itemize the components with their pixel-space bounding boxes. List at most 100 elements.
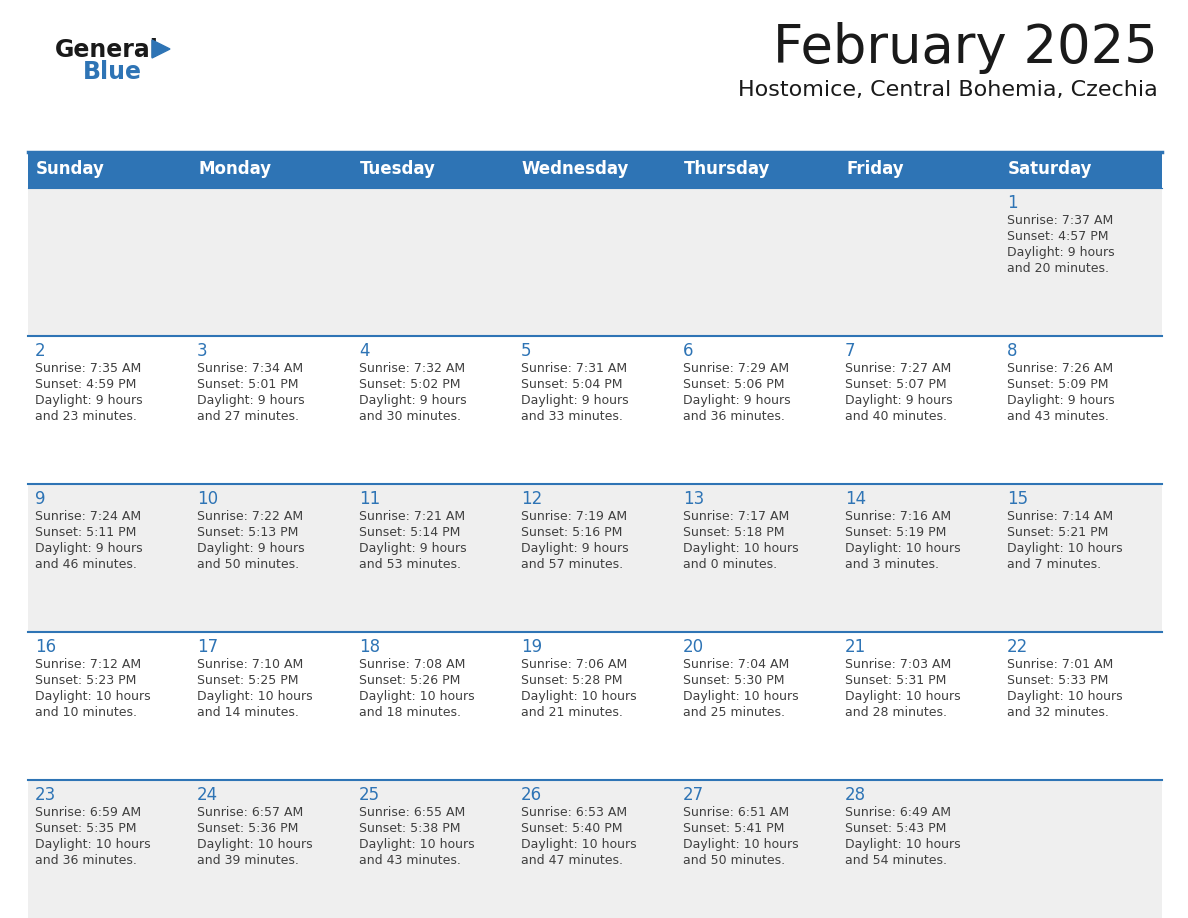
- Text: and 43 minutes.: and 43 minutes.: [1007, 410, 1108, 423]
- Bar: [29, 632, 1162, 780]
- Text: Sunrise: 7:17 AM: Sunrise: 7:17 AM: [683, 510, 789, 523]
- Text: 10: 10: [197, 490, 219, 508]
- Text: Sunset: 5:41 PM: Sunset: 5:41 PM: [683, 822, 784, 835]
- Text: Sunrise: 7:01 AM: Sunrise: 7:01 AM: [1007, 658, 1113, 671]
- Text: and 40 minutes.: and 40 minutes.: [845, 410, 947, 423]
- Text: and 33 minutes.: and 33 minutes.: [522, 410, 623, 423]
- Text: Blue: Blue: [83, 60, 143, 84]
- Text: Daylight: 9 hours: Daylight: 9 hours: [1007, 394, 1114, 407]
- Text: and 39 minutes.: and 39 minutes.: [197, 854, 299, 867]
- Text: Tuesday: Tuesday: [360, 160, 436, 178]
- Text: Sunset: 5:25 PM: Sunset: 5:25 PM: [197, 674, 298, 687]
- Text: Sunset: 5:38 PM: Sunset: 5:38 PM: [359, 822, 461, 835]
- Text: General: General: [55, 38, 159, 62]
- Bar: [29, 152, 1162, 188]
- Text: Daylight: 10 hours: Daylight: 10 hours: [1007, 690, 1123, 703]
- Text: 16: 16: [34, 638, 56, 656]
- Text: Sunrise: 6:49 AM: Sunrise: 6:49 AM: [845, 806, 952, 819]
- Text: Sunset: 5:33 PM: Sunset: 5:33 PM: [1007, 674, 1108, 687]
- Text: Sunrise: 7:31 AM: Sunrise: 7:31 AM: [522, 362, 627, 375]
- Text: Daylight: 10 hours: Daylight: 10 hours: [522, 690, 637, 703]
- Text: Sunset: 5:31 PM: Sunset: 5:31 PM: [845, 674, 947, 687]
- Text: Monday: Monday: [198, 160, 271, 178]
- Text: Sunrise: 7:22 AM: Sunrise: 7:22 AM: [197, 510, 303, 523]
- Text: and 43 minutes.: and 43 minutes.: [359, 854, 461, 867]
- Text: Daylight: 9 hours: Daylight: 9 hours: [197, 542, 304, 555]
- Text: and 36 minutes.: and 36 minutes.: [34, 854, 137, 867]
- Text: Sunrise: 6:55 AM: Sunrise: 6:55 AM: [359, 806, 466, 819]
- Text: Daylight: 9 hours: Daylight: 9 hours: [197, 394, 304, 407]
- Text: Sunrise: 6:53 AM: Sunrise: 6:53 AM: [522, 806, 627, 819]
- Text: 3: 3: [197, 342, 208, 360]
- Text: Daylight: 9 hours: Daylight: 9 hours: [522, 394, 628, 407]
- Text: Daylight: 9 hours: Daylight: 9 hours: [359, 394, 467, 407]
- Text: 25: 25: [359, 786, 380, 804]
- Text: 13: 13: [683, 490, 704, 508]
- Text: Sunrise: 7:03 AM: Sunrise: 7:03 AM: [845, 658, 952, 671]
- Text: and 46 minutes.: and 46 minutes.: [34, 558, 137, 571]
- Text: Sunrise: 7:10 AM: Sunrise: 7:10 AM: [197, 658, 303, 671]
- Text: Sunrise: 7:35 AM: Sunrise: 7:35 AM: [34, 362, 141, 375]
- Text: February 2025: February 2025: [773, 22, 1158, 74]
- Text: Thursday: Thursday: [684, 160, 770, 178]
- Text: 2: 2: [34, 342, 45, 360]
- Text: and 20 minutes.: and 20 minutes.: [1007, 262, 1110, 275]
- Text: 18: 18: [359, 638, 380, 656]
- Text: Daylight: 9 hours: Daylight: 9 hours: [1007, 246, 1114, 259]
- Text: Daylight: 10 hours: Daylight: 10 hours: [683, 542, 798, 555]
- Text: Sunrise: 7:21 AM: Sunrise: 7:21 AM: [359, 510, 466, 523]
- Text: 17: 17: [197, 638, 219, 656]
- Text: Sunrise: 7:34 AM: Sunrise: 7:34 AM: [197, 362, 303, 375]
- Text: Sunrise: 7:29 AM: Sunrise: 7:29 AM: [683, 362, 789, 375]
- Bar: [29, 780, 1162, 918]
- Text: Sunrise: 7:06 AM: Sunrise: 7:06 AM: [522, 658, 627, 671]
- Text: 27: 27: [683, 786, 704, 804]
- Text: Sunrise: 7:16 AM: Sunrise: 7:16 AM: [845, 510, 952, 523]
- Text: Sunrise: 7:04 AM: Sunrise: 7:04 AM: [683, 658, 789, 671]
- Polygon shape: [152, 40, 170, 58]
- Text: Daylight: 10 hours: Daylight: 10 hours: [522, 838, 637, 851]
- Text: Sunset: 5:43 PM: Sunset: 5:43 PM: [845, 822, 947, 835]
- Text: 26: 26: [522, 786, 542, 804]
- Text: 4: 4: [359, 342, 369, 360]
- Text: Sunset: 5:06 PM: Sunset: 5:06 PM: [683, 378, 784, 391]
- Text: Daylight: 10 hours: Daylight: 10 hours: [683, 690, 798, 703]
- Text: Hostomice, Central Bohemia, Czechia: Hostomice, Central Bohemia, Czechia: [738, 80, 1158, 100]
- Text: and 3 minutes.: and 3 minutes.: [845, 558, 939, 571]
- Text: 9: 9: [34, 490, 45, 508]
- Text: Sunrise: 6:59 AM: Sunrise: 6:59 AM: [34, 806, 141, 819]
- Text: Daylight: 10 hours: Daylight: 10 hours: [845, 690, 961, 703]
- Text: Daylight: 10 hours: Daylight: 10 hours: [197, 690, 312, 703]
- Text: 20: 20: [683, 638, 704, 656]
- Text: Sunrise: 7:14 AM: Sunrise: 7:14 AM: [1007, 510, 1113, 523]
- Text: Daylight: 10 hours: Daylight: 10 hours: [359, 690, 475, 703]
- Text: and 14 minutes.: and 14 minutes.: [197, 706, 299, 719]
- Text: Sunrise: 6:57 AM: Sunrise: 6:57 AM: [197, 806, 303, 819]
- Text: Sunset: 5:02 PM: Sunset: 5:02 PM: [359, 378, 461, 391]
- Text: Daylight: 10 hours: Daylight: 10 hours: [34, 838, 151, 851]
- Text: Sunday: Sunday: [36, 160, 105, 178]
- Text: Saturday: Saturday: [1007, 160, 1093, 178]
- Text: Sunset: 5:35 PM: Sunset: 5:35 PM: [34, 822, 137, 835]
- Text: Sunrise: 7:24 AM: Sunrise: 7:24 AM: [34, 510, 141, 523]
- Text: and 50 minutes.: and 50 minutes.: [683, 854, 785, 867]
- Text: Friday: Friday: [846, 160, 904, 178]
- Text: Daylight: 10 hours: Daylight: 10 hours: [845, 838, 961, 851]
- Text: 14: 14: [845, 490, 866, 508]
- Text: Sunset: 5:18 PM: Sunset: 5:18 PM: [683, 526, 784, 539]
- Text: 1: 1: [1007, 194, 1018, 212]
- Text: Daylight: 10 hours: Daylight: 10 hours: [359, 838, 475, 851]
- Text: and 50 minutes.: and 50 minutes.: [197, 558, 299, 571]
- Text: and 0 minutes.: and 0 minutes.: [683, 558, 777, 571]
- Text: 5: 5: [522, 342, 531, 360]
- Text: and 7 minutes.: and 7 minutes.: [1007, 558, 1101, 571]
- Text: Sunset: 5:13 PM: Sunset: 5:13 PM: [197, 526, 298, 539]
- Text: Daylight: 9 hours: Daylight: 9 hours: [34, 542, 143, 555]
- Text: Sunset: 5:23 PM: Sunset: 5:23 PM: [34, 674, 137, 687]
- Text: Daylight: 10 hours: Daylight: 10 hours: [197, 838, 312, 851]
- Text: Sunset: 5:26 PM: Sunset: 5:26 PM: [359, 674, 461, 687]
- Text: 22: 22: [1007, 638, 1029, 656]
- Text: and 32 minutes.: and 32 minutes.: [1007, 706, 1108, 719]
- Text: Sunrise: 7:27 AM: Sunrise: 7:27 AM: [845, 362, 952, 375]
- Text: Sunset: 5:16 PM: Sunset: 5:16 PM: [522, 526, 623, 539]
